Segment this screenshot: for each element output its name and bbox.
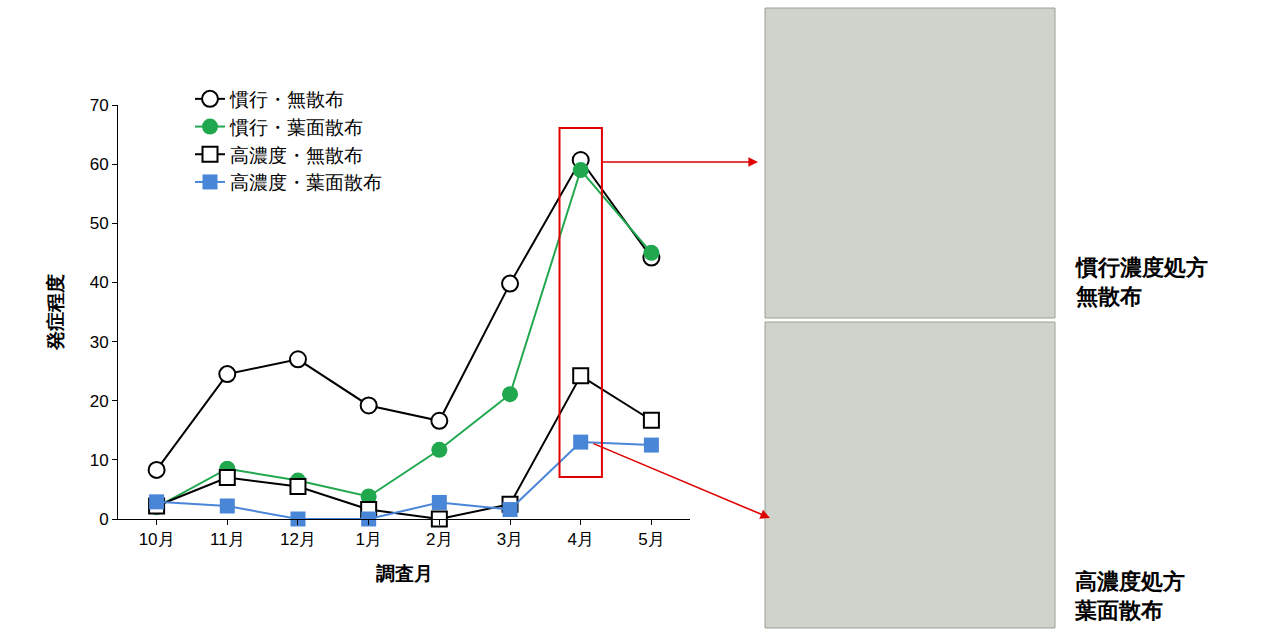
svg-text:70: 70 <box>90 96 109 115</box>
svg-text:慣行濃度処方無散布: 慣行濃度処方無散布 <box>1074 255 1208 309</box>
svg-text:慣行・葉面散布: 慣行・葉面散布 <box>229 117 363 138</box>
svg-text:3月: 3月 <box>497 530 523 549</box>
svg-text:10月: 10月 <box>139 530 175 549</box>
svg-text:40: 40 <box>90 273 109 292</box>
svg-text:1月: 1月 <box>355 530 381 549</box>
svg-text:高濃度処方葉面散布: 高濃度処方葉面散布 <box>1074 569 1185 623</box>
svg-text:0: 0 <box>99 510 108 529</box>
svg-text:5月: 5月 <box>638 530 664 549</box>
svg-text:発症程度: 発症程度 <box>45 274 66 351</box>
svg-text:高濃度・無散布: 高濃度・無散布 <box>230 145 363 166</box>
svg-text:2月: 2月 <box>426 530 452 549</box>
svg-text:調査月: 調査月 <box>376 563 433 584</box>
svg-text:60: 60 <box>90 155 109 174</box>
svg-text:20: 20 <box>90 392 109 411</box>
svg-text:慣行・無散布: 慣行・無散布 <box>229 89 344 110</box>
svg-text:30: 30 <box>90 333 109 352</box>
svg-text:10: 10 <box>90 451 109 470</box>
svg-text:11月: 11月 <box>210 530 245 549</box>
svg-text:4月: 4月 <box>567 530 593 549</box>
svg-text:50: 50 <box>90 214 109 233</box>
svg-text:12月: 12月 <box>280 530 316 549</box>
svg-text:高濃度・葉面散布: 高濃度・葉面散布 <box>230 172 382 193</box>
